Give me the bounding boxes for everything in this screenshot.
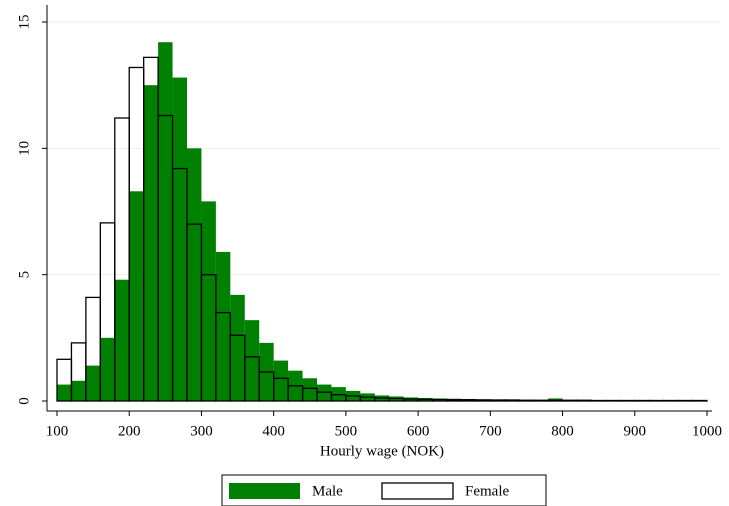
- x-tick-label: 300: [190, 423, 213, 439]
- histogram-bar: [576, 399, 593, 402]
- histogram-bar: [172, 77, 187, 401]
- x-tick-label: 200: [118, 423, 141, 439]
- histogram-bar: [446, 399, 463, 402]
- x-tick-label: 400: [262, 423, 285, 439]
- legend-label: Male: [312, 483, 343, 499]
- histogram-bar: [71, 380, 86, 401]
- histogram-bar: [187, 148, 202, 401]
- x-tick-label: 700: [479, 423, 502, 439]
- y-tick-label: 5: [16, 271, 32, 279]
- histogram-bar: [129, 191, 144, 401]
- histogram-bar: [634, 399, 650, 402]
- histogram-bar: [677, 399, 694, 402]
- histogram-bar: [143, 85, 159, 402]
- x-axis-title: Hourly wage (NOK): [320, 443, 444, 459]
- legend-label: Female: [465, 483, 509, 499]
- histogram-bar: [561, 399, 578, 402]
- histogram-bar: [85, 365, 101, 401]
- x-tick-label: 800: [551, 423, 574, 439]
- x-tick-label: 500: [335, 423, 358, 439]
- histogram-bar: [201, 201, 216, 401]
- legend-swatch: [229, 483, 300, 499]
- histogram-bar: [475, 399, 491, 402]
- histogram-bar: [460, 399, 477, 402]
- legend-swatch: [381, 482, 454, 500]
- histogram-bar: [663, 399, 679, 402]
- histogram-bar: [215, 251, 231, 401]
- y-tick-label: 15: [16, 15, 32, 30]
- x-tick-label: 900: [624, 423, 647, 439]
- histogram-bar: [533, 399, 549, 402]
- histogram-bar: [648, 399, 665, 402]
- histogram-bar: [605, 399, 621, 402]
- y-tick-label: 10: [16, 141, 32, 156]
- histogram-bar: [489, 399, 506, 402]
- histogram-bar: [114, 279, 130, 401]
- histogram-bar: [244, 320, 260, 401]
- histogram-bar: [302, 378, 317, 401]
- histogram-bar: [619, 399, 636, 402]
- histogram-bar: [100, 337, 115, 401]
- y-tick-label: 0: [16, 397, 32, 405]
- histogram-bar: [230, 294, 245, 401]
- histogram-bar: [518, 399, 535, 402]
- x-tick-label: 600: [407, 423, 430, 439]
- x-tick-label: 100: [46, 423, 69, 439]
- histogram-bar: [158, 42, 173, 402]
- histogram-bar: [504, 399, 520, 402]
- histogram-bar: [691, 399, 708, 402]
- histogram-bar: [273, 360, 289, 401]
- histogram-bar: [547, 399, 564, 402]
- histogram-bar: [590, 399, 607, 402]
- x-tick-label: 1000: [692, 423, 722, 439]
- histogram-bar: [57, 384, 72, 401]
